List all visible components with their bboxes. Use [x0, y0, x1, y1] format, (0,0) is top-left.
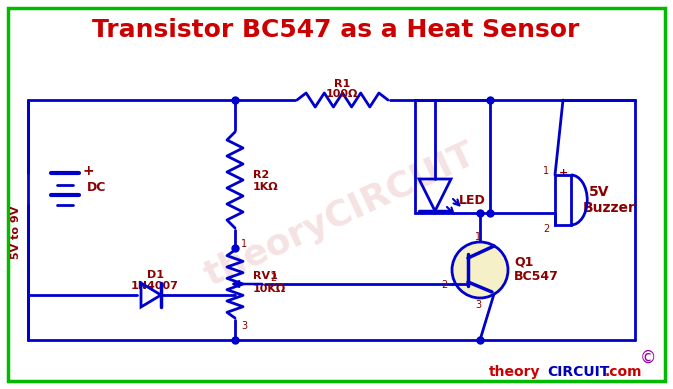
Circle shape [452, 242, 508, 298]
Text: Buzzer: Buzzer [583, 201, 636, 215]
Bar [555, 175, 571, 225]
Text: 100Ω: 100Ω [326, 89, 358, 99]
Text: DC: DC [87, 180, 106, 193]
Text: 1: 1 [241, 239, 247, 249]
Text: D1: D1 [147, 270, 164, 280]
Text: 1: 1 [475, 232, 481, 242]
Text: 1N4007: 1N4007 [131, 281, 179, 291]
Text: 2: 2 [542, 224, 549, 234]
Bar [415, 100, 490, 213]
Text: Q1: Q1 [514, 256, 534, 268]
Text: 1: 1 [543, 166, 549, 176]
Text: R2: R2 [253, 170, 269, 180]
Text: 2: 2 [441, 280, 448, 290]
Text: 10KΩ: 10KΩ [253, 284, 286, 294]
Text: theory: theory [489, 365, 540, 379]
Text: 5V to 9V: 5V to 9V [11, 205, 21, 259]
Text: .com: .com [604, 365, 642, 379]
Text: BC547: BC547 [514, 270, 559, 282]
Text: 3: 3 [241, 321, 247, 331]
Text: 2: 2 [270, 273, 276, 283]
Text: Transistor BC547 as a Heat Sensor: Transistor BC547 as a Heat Sensor [92, 18, 579, 42]
Text: LED: LED [459, 193, 486, 207]
Text: CIRCUIT: CIRCUIT [548, 365, 610, 379]
Text: 5V: 5V [589, 185, 610, 199]
Text: 3: 3 [475, 300, 481, 310]
Text: +: + [559, 168, 568, 178]
Text: +: + [83, 164, 95, 178]
Text: R1: R1 [334, 79, 350, 89]
Text: ©: © [640, 349, 656, 367]
Text: 1KΩ: 1KΩ [253, 182, 279, 192]
Text: RV1: RV1 [253, 271, 278, 281]
Text: theoryCIRCUIT: theoryCIRCUIT [199, 137, 481, 293]
